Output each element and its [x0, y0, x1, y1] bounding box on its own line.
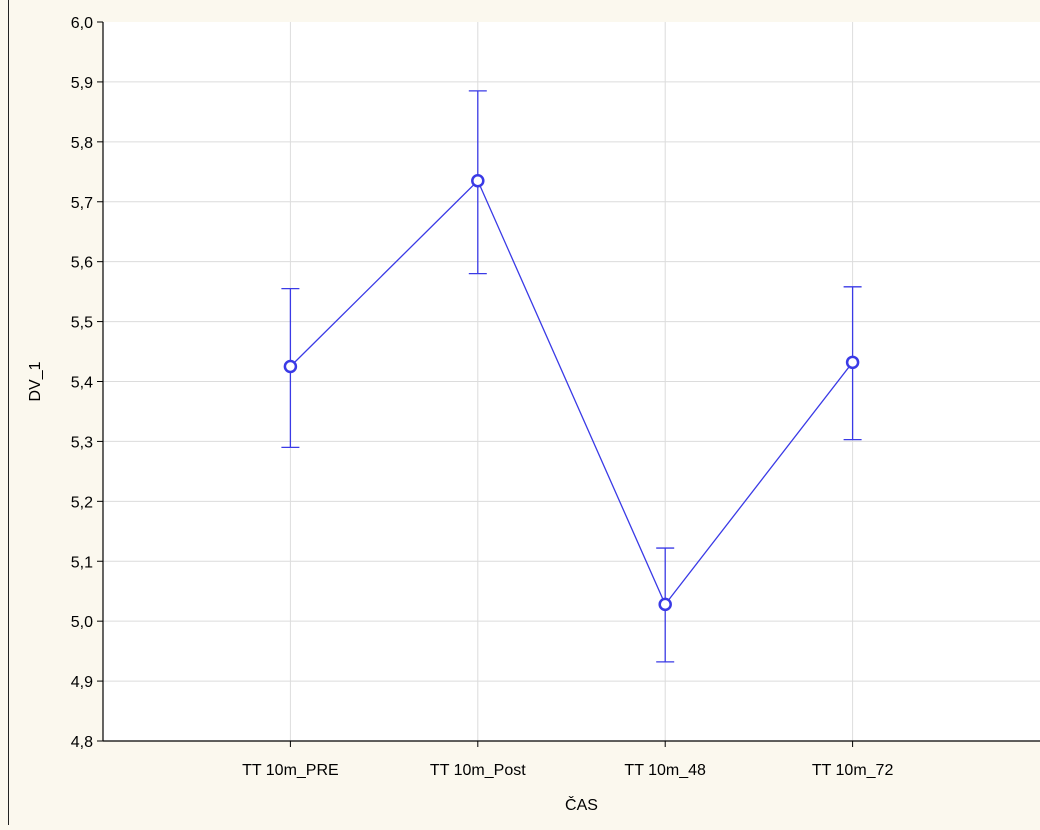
x-tick-label: TT 10m_PRE — [242, 762, 339, 779]
y-axis-title: DV_1 — [27, 361, 44, 401]
series-polyline — [289, 179, 854, 606]
y-tick-labels: 4,8 4,9 5,0 5,1 5,2 5,3 5,4 5,5 5,6 5,7 5,8 5,9 6,0 — [71, 15, 93, 751]
y-tick-label: 4,9 — [71, 674, 93, 691]
data-point-marker — [845, 355, 860, 370]
y-tick-label: 5,9 — [71, 75, 93, 92]
data-points — [283, 174, 860, 612]
data-point-marker — [471, 174, 485, 188]
x-tick-label: TT 10m_Post — [430, 762, 526, 779]
x-tick-labels: TT 10m_PRE TT 10m_Post TT 10m_48 TT 10m_72 — [242, 762, 893, 779]
y-tick-label: 5,6 — [71, 255, 93, 272]
x-tick-label: TT 10m_48 — [624, 762, 706, 779]
window-edge-rule — [8, 0, 9, 825]
y-tick-label: 5,4 — [71, 375, 93, 392]
y-tick-label: 5,5 — [71, 315, 93, 332]
series-line — [289, 179, 854, 606]
y-tick-label: 6,0 — [71, 15, 93, 32]
y-tick-label: 5,0 — [71, 614, 93, 631]
y-tick-label: 4,8 — [71, 734, 93, 751]
y-tick-label: 5,1 — [71, 554, 93, 571]
y-tick-label: 5,8 — [71, 135, 93, 152]
x-axis-title: ČAS — [565, 795, 598, 814]
axes — [97, 21, 1040, 747]
y-tick-label: 5,3 — [71, 434, 93, 451]
y-tick-label: 5,7 — [71, 195, 93, 212]
data-point-marker — [658, 597, 672, 612]
data-point-marker — [283, 359, 298, 374]
y-tick-label: 5,2 — [71, 494, 93, 511]
x-tick-label: TT 10m_72 — [812, 762, 894, 779]
